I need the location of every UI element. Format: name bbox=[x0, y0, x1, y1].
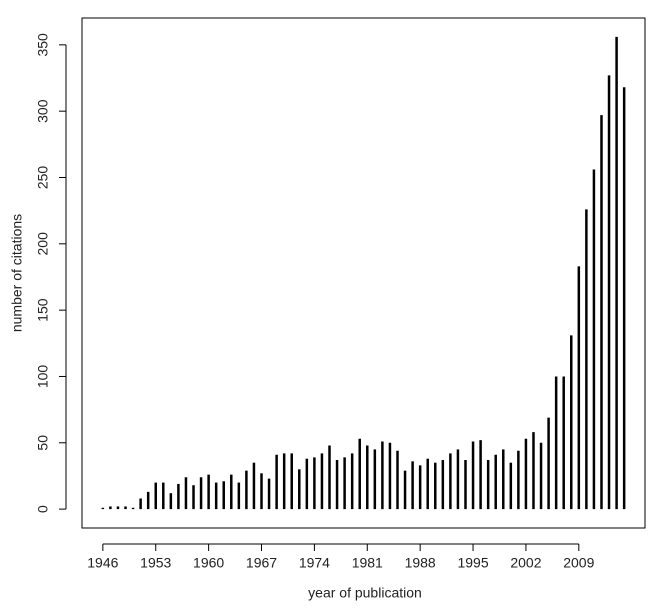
x-tick-label: 1946 bbox=[87, 555, 118, 571]
x-tick-label: 1995 bbox=[457, 555, 488, 571]
y-tick-label: 200 bbox=[35, 232, 51, 256]
y-tick-label: 300 bbox=[35, 99, 51, 123]
y-tick-label: 150 bbox=[35, 298, 51, 322]
x-tick-label: 1974 bbox=[299, 555, 330, 571]
y-tick-label: 250 bbox=[35, 166, 51, 190]
y-tick-label: 50 bbox=[35, 435, 51, 451]
y-tick-label: 0 bbox=[35, 505, 51, 513]
x-tick-label: 1960 bbox=[193, 555, 224, 571]
x-tick-label: 1967 bbox=[246, 555, 277, 571]
x-tick-label: 1953 bbox=[140, 555, 171, 571]
x-tick-label: 2009 bbox=[563, 555, 594, 571]
y-tick-label: 100 bbox=[35, 365, 51, 389]
x-tick-label: 1988 bbox=[405, 555, 436, 571]
x-axis-label: year of publication bbox=[308, 585, 422, 601]
x-tick-label: 1981 bbox=[352, 555, 383, 571]
plot-frame bbox=[81, 17, 646, 529]
y-axis-label: number of citations bbox=[9, 214, 25, 332]
y-tick-label: 350 bbox=[35, 33, 51, 57]
x-tick-label: 2002 bbox=[510, 555, 541, 571]
